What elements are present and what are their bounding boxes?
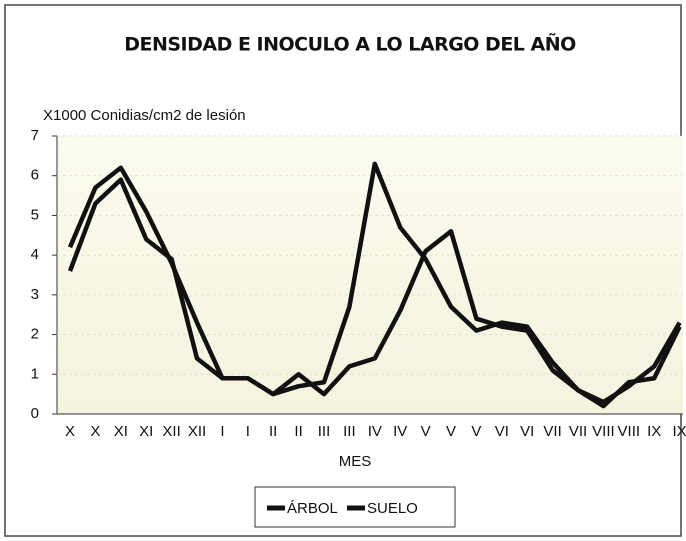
y-tick-label: 3	[31, 286, 39, 303]
y-tick-label: 1	[31, 365, 39, 382]
x-tick-label: VII	[569, 423, 587, 440]
x-tick-label: XII	[188, 423, 206, 440]
y-axis-label: X1000 Conidias/cm2 de lesión	[43, 107, 246, 124]
x-tick-label: X	[90, 423, 100, 440]
x-tick-label: VI	[520, 423, 534, 440]
chart-title: DENSIDAD E INOCULO A LO LARGO DEL AÑO	[124, 32, 576, 56]
x-tick-label: IX	[647, 423, 661, 440]
y-tick-label: 5	[31, 206, 39, 223]
x-tick-label: XI	[114, 423, 128, 440]
x-tick-label: VI	[495, 423, 509, 440]
y-tick-label: 4	[31, 246, 39, 263]
x-axis-label: MES	[339, 453, 372, 470]
x-tick-label: X	[65, 423, 75, 440]
x-tick-label: VIII	[618, 423, 641, 440]
legend-label: ÁRBOL	[287, 500, 338, 517]
y-tick-label: 7	[31, 127, 39, 144]
legend	[254, 486, 456, 528]
x-tick-label: V	[421, 423, 431, 440]
x-tick-label: III	[343, 423, 356, 440]
x-tick-label: V	[471, 423, 481, 440]
x-tick-label: IX	[673, 423, 686, 440]
x-tick-label: II	[294, 423, 302, 440]
y-tick-label: 6	[31, 167, 39, 184]
y-tick-label: 0	[31, 405, 39, 422]
x-tick-label: I	[246, 423, 250, 440]
x-tick-label: XII	[162, 423, 180, 440]
plot-area	[57, 136, 683, 414]
x-tick-label: IV	[393, 423, 407, 440]
x-tick-label: V	[446, 423, 456, 440]
x-tick-label: XI	[139, 423, 153, 440]
x-tick-label: I	[220, 423, 224, 440]
data-line	[67, 177, 682, 405]
x-tick-label: VIII	[592, 423, 615, 440]
legend-label: SUELO	[367, 500, 418, 517]
x-tick-label: II	[269, 423, 277, 440]
x-tick-label: IV	[368, 423, 382, 440]
x-tick-label: III	[318, 423, 331, 440]
x-tick-label: VII	[543, 423, 561, 440]
y-tick-label: 2	[31, 326, 39, 343]
